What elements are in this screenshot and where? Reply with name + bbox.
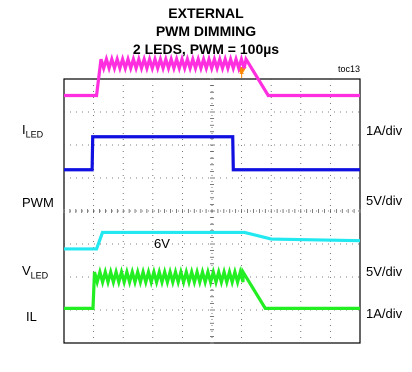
chart-title-line1: EXTERNAL — [168, 5, 244, 21]
label-iled: ILED — [22, 122, 44, 140]
chart-title-line2: PWM DIMMING — [155, 23, 257, 39]
trace-pwm — [64, 135, 360, 172]
trace-iled — [64, 53, 360, 98]
vled-annotation: 6V — [154, 236, 170, 251]
label-pwm: PWM — [22, 195, 54, 210]
label-vled: VLED — [22, 263, 49, 281]
scale-iled: 1A/div — [366, 123, 403, 138]
chart-title-line3: 2 LEDS, PWM = 100µs — [132, 41, 280, 57]
scale-il: 1A/div — [366, 306, 403, 321]
scale-pwm: 5V/div — [366, 193, 403, 208]
scale-vled: 5V/div — [366, 264, 403, 279]
trigger-marker-label: T — [239, 73, 244, 80]
trace-vled — [64, 230, 361, 251]
label-il: IL — [26, 309, 37, 324]
figure-id: toc13 — [338, 64, 361, 74]
trace-il — [64, 265, 360, 310]
